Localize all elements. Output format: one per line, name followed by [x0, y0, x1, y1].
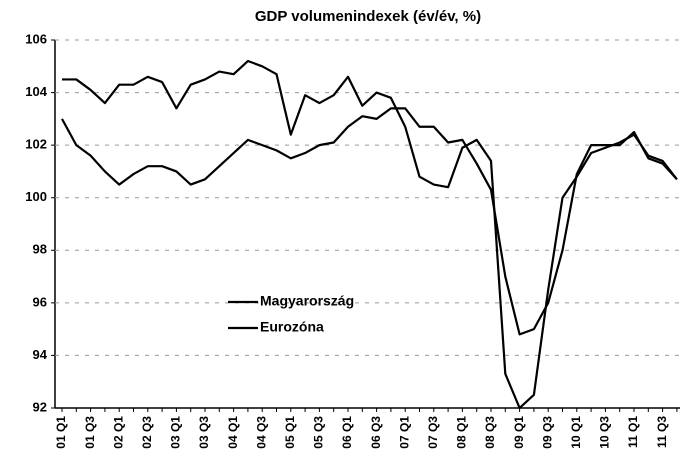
y-tick-label: 92 — [33, 399, 47, 414]
chart-title: GDP volumenindexek (év/év, %) — [255, 8, 481, 25]
series-line — [62, 59, 678, 410]
x-tick-label: 05 Q1 — [283, 416, 297, 449]
x-tick-label: 10 Q1 — [569, 416, 583, 449]
legend-label: Magyarország — [260, 293, 354, 309]
y-tick-label: 96 — [33, 294, 47, 309]
x-tick-label: 05 Q3 — [312, 416, 326, 449]
x-tick-label: 01 Q1 — [54, 416, 68, 449]
x-tick-label: 04 Q1 — [226, 416, 240, 449]
x-tick-label: 08 Q1 — [455, 416, 469, 449]
x-tick-label: 09 Q1 — [512, 416, 526, 449]
x-tick-label: 04 Q3 — [254, 416, 268, 449]
x-tick-label: 07 Q1 — [397, 416, 411, 449]
x-tick-label: 10 Q3 — [598, 416, 612, 449]
x-tick-label: 03 Q1 — [169, 416, 183, 449]
series-line — [61, 107, 678, 336]
x-tick-label: 11 Q3 — [655, 416, 669, 448]
y-tick-label: 106 — [25, 31, 47, 46]
y-tick-label: 102 — [25, 137, 47, 152]
x-tick-label: 09 Q3 — [540, 416, 554, 449]
x-tick-label: 01 Q3 — [83, 416, 97, 449]
y-tick-label: 94 — [33, 347, 48, 362]
y-tick-label: 104 — [25, 84, 47, 99]
x-tick-label: 02 Q3 — [140, 416, 154, 449]
x-tick-label: 06 Q1 — [340, 416, 354, 449]
x-tick-label: 02 Q1 — [111, 416, 125, 449]
y-tick-label: 98 — [33, 242, 47, 257]
y-tick-label: 100 — [25, 189, 47, 204]
x-tick-label: 08 Q3 — [483, 416, 497, 449]
x-tick-label: 11 Q1 — [626, 416, 640, 448]
legend-label: Eurozóna — [260, 319, 324, 335]
x-tick-label: 07 Q3 — [426, 416, 440, 449]
x-tick-label: 03 Q3 — [197, 416, 211, 449]
x-tick-label: 06 Q3 — [369, 416, 383, 449]
